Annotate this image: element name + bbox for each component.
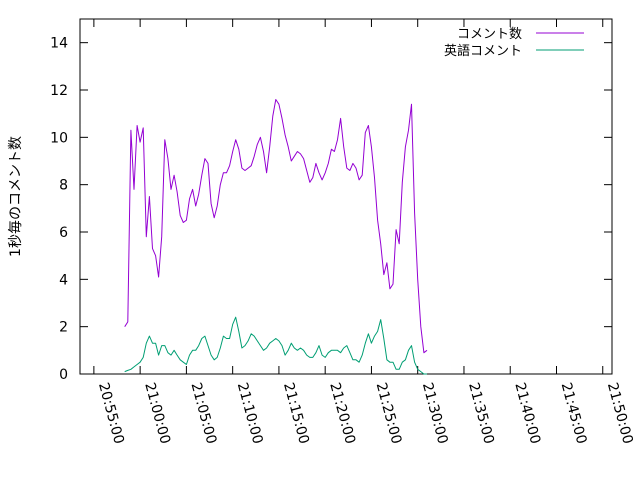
y-tick-label: 10 — [50, 130, 68, 146]
y-axis-title: 1秒毎のコメント数 — [8, 136, 24, 257]
legend-label: 英語コメント — [444, 43, 522, 59]
y-tick-label: 8 — [59, 178, 68, 194]
y-tick-label: 6 — [59, 225, 68, 241]
series-line-2 — [124, 316, 427, 375]
y-tick-label: 14 — [50, 36, 68, 52]
y-tick-label: 12 — [50, 83, 68, 99]
y-tick-label: 2 — [59, 320, 68, 336]
series-layer — [124, 99, 428, 375]
legend-label: コメント数 — [457, 27, 522, 42]
plot-frame — [79, 18, 613, 375]
y-tick-label: 0 — [59, 367, 68, 383]
y-axis: 0 2 4 6 8 10 12 14 — [50, 36, 612, 383]
series-line-1 — [124, 99, 428, 354]
y-tick-label: 4 — [59, 272, 68, 288]
